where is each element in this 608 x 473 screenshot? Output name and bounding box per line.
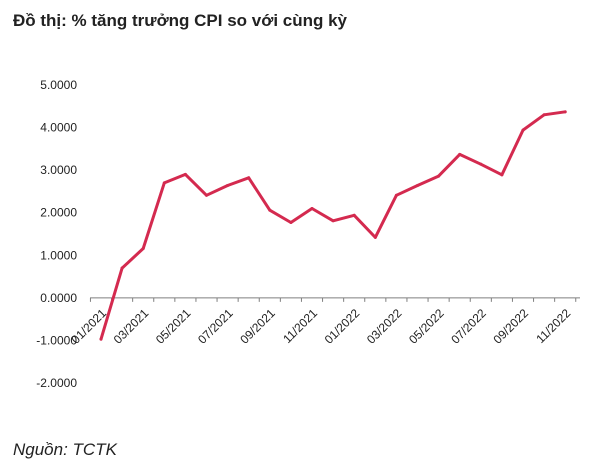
x-tick-label: 11/2021 (280, 306, 320, 346)
y-tick-label: 5.0000 (40, 78, 77, 92)
data-point (521, 128, 525, 132)
data-point (352, 213, 356, 217)
data-point (162, 181, 166, 185)
x-tick-label: 03/2022 (364, 306, 405, 347)
data-point (563, 110, 567, 114)
x-tick-label: 09/2021 (237, 306, 278, 347)
data-point (289, 221, 293, 225)
y-tick-label: 1.0000 (40, 248, 77, 262)
data-point (310, 206, 314, 210)
data-point (205, 193, 208, 197)
data-point (394, 193, 398, 197)
data-point (416, 183, 419, 187)
x-tick-label: 09/2022 (491, 306, 532, 347)
x-tick-label: 07/2021 (195, 306, 236, 347)
data-point (373, 235, 377, 239)
y-tick-label: 4.0000 (40, 121, 77, 135)
data-point (500, 173, 504, 177)
data-point (226, 183, 230, 187)
y-axis-ticks: 5.0000 4.0000 3.0000 2.0000 1.0000 0.0000 -1.0… (36, 78, 77, 390)
chart-title: Đồ thị: % tăng trưởng CPI so với cùng kỳ (13, 11, 347, 30)
source-note: Nguồn: TCTK (13, 440, 117, 459)
y-tick-label: 2.0000 (40, 206, 77, 220)
data-point (458, 152, 462, 156)
x-tick-label: 07/2022 (448, 306, 489, 347)
data-point (437, 174, 441, 178)
data-point (331, 219, 335, 223)
data-point (141, 246, 145, 250)
cpi-series-line (99, 110, 567, 341)
y-tick-label: -1.0000 (36, 333, 77, 347)
y-tick-label: 0.0000 (40, 291, 77, 305)
series-group (99, 110, 567, 341)
x-tick-label: 01/2022 (322, 306, 363, 347)
x-tick-label: 03/2021 (111, 306, 152, 347)
data-point (479, 162, 483, 166)
y-tick-label: -2.0000 (36, 376, 77, 390)
y-tick-label: 3.0000 (40, 163, 77, 177)
x-tick-label: 05/2022 (406, 306, 447, 347)
x-tick-label: 11/2022 (533, 306, 573, 346)
data-point (183, 172, 187, 176)
data-point (247, 176, 251, 180)
data-point (120, 266, 124, 270)
x-tick-label: 01/2021 (69, 306, 110, 347)
data-point (268, 208, 272, 212)
x-tick-label: 05/2021 (153, 306, 194, 347)
data-point (99, 337, 103, 341)
data-point (542, 113, 546, 117)
x-axis: 01/2021 03/2021 05/2021 07/2021 09/2021 11/20… (69, 297, 580, 347)
